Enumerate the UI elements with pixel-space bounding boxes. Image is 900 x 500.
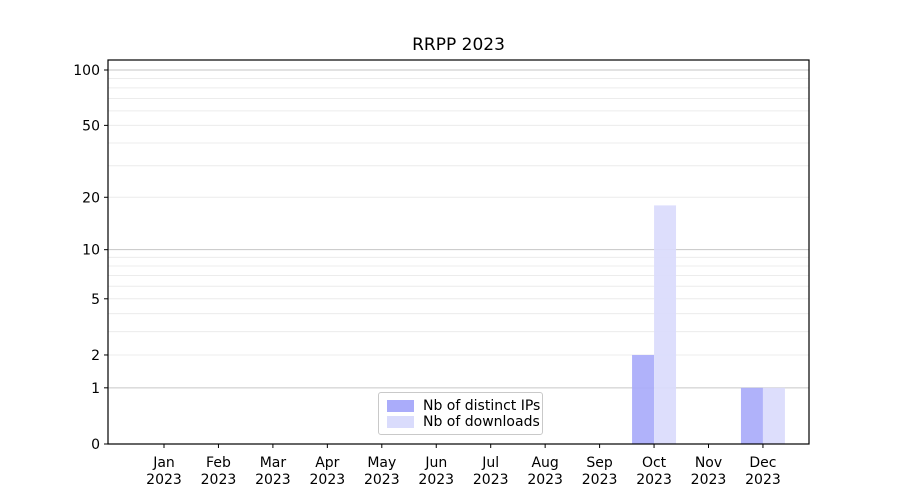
x-tick-sublabel: 2023 (364, 472, 400, 488)
x-tick-label: May (367, 455, 396, 471)
x-tick-label: Apr (315, 455, 339, 471)
x-tick-sublabel: 2023 (582, 472, 618, 488)
bar-oct-series0 (632, 354, 655, 444)
y-tick-label: 50 (82, 118, 100, 134)
y-tick-label: 10 (82, 243, 100, 259)
x-tick-sublabel: 2023 (201, 472, 237, 488)
x-tick-sublabel: 2023 (691, 472, 727, 488)
x-tick-sublabel: 2023 (418, 472, 454, 488)
y-tick-label: 0 (91, 437, 100, 453)
x-tick-sublabel: 2023 (310, 472, 346, 488)
x-tick-sublabel: 2023 (473, 472, 509, 488)
legend: Nb of distinct IPs Nb of downloads (378, 392, 543, 435)
x-tick-label: Nov (695, 455, 722, 471)
y-tick-label: 20 (82, 190, 100, 206)
x-tick-label: Jun (424, 455, 447, 471)
legend-item-distinct-ips: Nb of distinct IPs (387, 398, 540, 414)
x-tick-label: Jul (481, 455, 499, 471)
bar-dec-series0 (740, 387, 763, 444)
bar-dec-series1 (762, 387, 785, 444)
legend-label-downloads: Nb of downloads (423, 413, 540, 430)
legend-item-downloads: Nb of downloads (387, 414, 540, 430)
x-tick-label: Aug (531, 455, 558, 471)
chart-title: RRPP 2023 (412, 35, 505, 55)
x-tick-sublabel: 2023 (636, 472, 672, 488)
x-tick-label: Sep (586, 455, 613, 471)
x-tick-sublabel: 2023 (255, 472, 291, 488)
y-tick-label: 5 (91, 292, 100, 308)
plot-border (107, 59, 810, 445)
y-tick-label: 1 (91, 381, 100, 397)
x-tick-sublabel: 2023 (745, 472, 781, 488)
x-tick-label: Oct (642, 455, 667, 471)
y-tick-label: 2 (91, 348, 100, 364)
x-tick-label: Jan (152, 455, 175, 471)
legend-swatch-distinct-ips (387, 399, 414, 412)
x-tick-sublabel: 2023 (146, 472, 182, 488)
legend-label-distinct-ips: Nb of distinct IPs (423, 397, 541, 414)
legend-swatch-downloads (387, 415, 414, 428)
bar-oct-series1 (654, 205, 677, 444)
x-tick-sublabel: 2023 (527, 472, 563, 488)
x-tick-label: Mar (260, 455, 287, 471)
y-tick-label: 100 (73, 63, 100, 79)
x-tick-label: Dec (749, 455, 776, 471)
x-tick-label: Feb (206, 455, 231, 471)
